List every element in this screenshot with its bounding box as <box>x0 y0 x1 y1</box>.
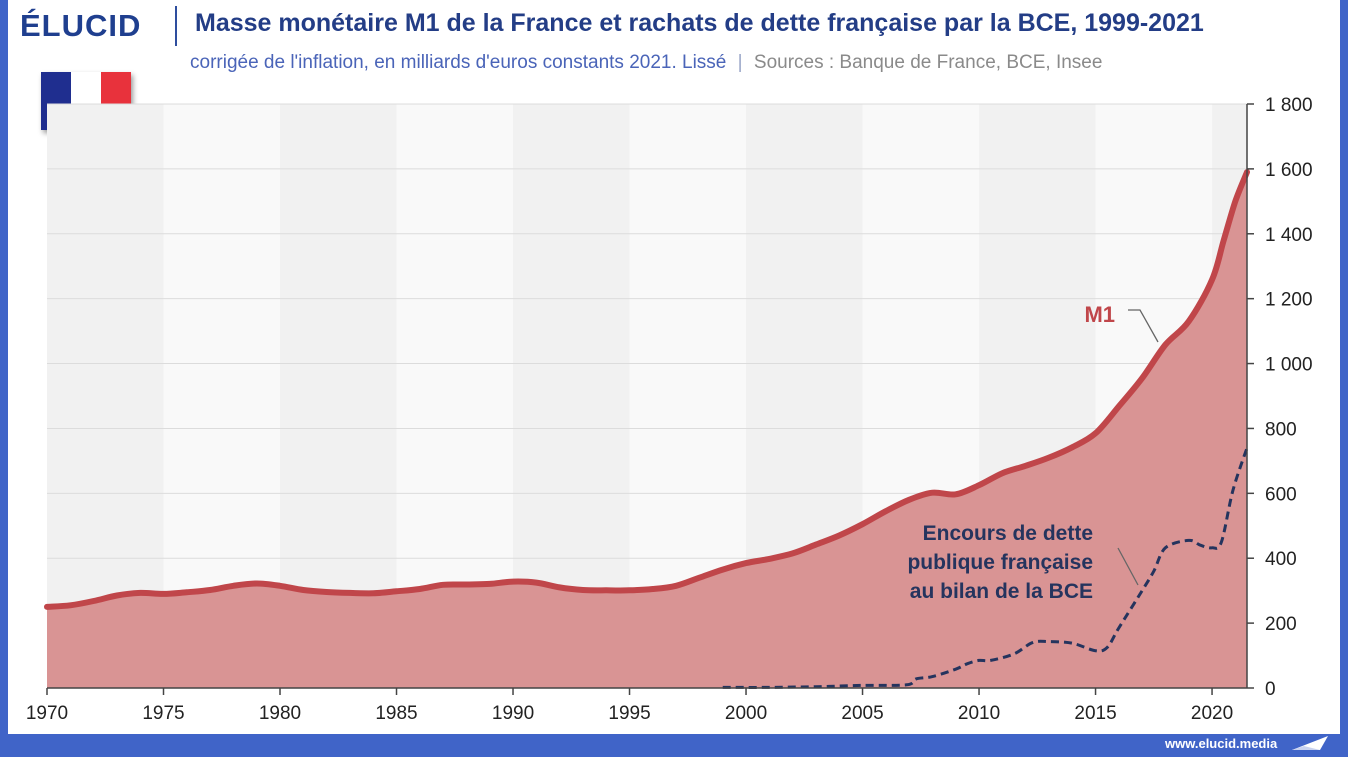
y-tick-label: 200 <box>1265 614 1297 635</box>
ecb-leader-line <box>1117 547 1139 586</box>
y-tick-label: 800 <box>1265 419 1297 440</box>
y-tick-label: 600 <box>1265 484 1297 505</box>
title-divider <box>175 6 177 46</box>
x-tick-label: 1995 <box>608 703 650 724</box>
annotations: M1 Encours de dette publique française au b… <box>907 302 1159 603</box>
subtitle-separator: | <box>737 52 743 73</box>
x-tick-label: 1985 <box>375 703 417 724</box>
x-tick-label: 1975 <box>142 703 184 724</box>
m1-series <box>44 169 1250 689</box>
ecb-series <box>722 447 1249 689</box>
sources-text: Sources : Banque de France, BCE, Insee <box>753 52 1103 73</box>
y-tick-label: 0 <box>1265 679 1276 700</box>
x-tick-label: 2000 <box>725 703 767 724</box>
website-url[interactable]: www.elucid.media <box>1165 736 1278 751</box>
x-tick-label: 1990 <box>492 703 534 724</box>
x-tick-label: 2015 <box>1074 703 1116 724</box>
x-tick-label: 2010 <box>958 703 1000 724</box>
y-tick-label: 1 000 <box>1265 355 1313 376</box>
axes: 1970 1975 1980 1985 1990 1995 2000 2005 2010 2015… <box>26 95 1313 724</box>
m1-leader-line <box>1128 309 1159 343</box>
m1-line <box>44 169 1250 610</box>
m1-label: M1 <box>1084 302 1115 327</box>
y-tick-label: 1 600 <box>1265 160 1313 181</box>
ecb-label-line: Encours de dette <box>923 522 1093 545</box>
y-tick-label: 1 800 <box>1265 95 1313 116</box>
x-tick-label: 2020 <box>1191 703 1233 724</box>
ecb-label-line: publique française <box>907 551 1093 574</box>
y-tick-label: 1 200 <box>1265 290 1313 311</box>
x-tick-label: 2005 <box>841 703 883 724</box>
chart-title: Masse monétaire M1 de la France et racha… <box>195 9 1204 37</box>
brand-logo: ÉLUCID <box>20 8 142 43</box>
x-tick-label: 1970 <box>26 703 68 724</box>
y-tick-label: 1 400 <box>1265 225 1313 246</box>
x-tick-label: 1980 <box>259 703 301 724</box>
m1-area <box>47 172 1247 689</box>
y-tick-label: 400 <box>1265 549 1297 570</box>
ecb-label-line: au bilan de la BCE <box>910 580 1093 603</box>
ecb-dashed-line <box>722 447 1249 689</box>
chart-subtitle: corrigée de l'inflation, en milliards d'… <box>190 52 1102 74</box>
paper-plane-icon <box>1292 736 1328 750</box>
subtitle-text: corrigée de l'inflation, en milliards d'… <box>190 52 727 73</box>
